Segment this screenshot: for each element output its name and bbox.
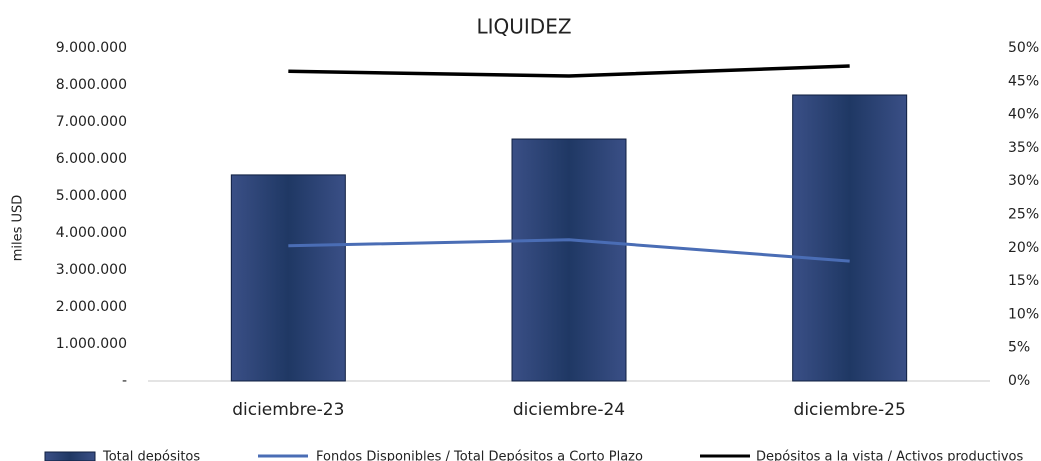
y-tick-label: 7.000.000 bbox=[56, 114, 127, 130]
y-tick-label: 9.000.000 bbox=[56, 40, 127, 56]
y2-tick-label: 25% bbox=[1008, 207, 1039, 223]
y2-tick-label: 5% bbox=[1008, 340, 1030, 356]
y-tick-label: - bbox=[122, 373, 127, 389]
legend-label: Total depósitos bbox=[102, 450, 200, 461]
bar bbox=[511, 138, 627, 382]
y2-tick-label: 15% bbox=[1008, 273, 1039, 289]
y-tick-label: 6.000.000 bbox=[56, 151, 127, 167]
y2-tick-label: 30% bbox=[1008, 173, 1039, 189]
bar bbox=[230, 174, 346, 382]
y2-tick-label: 50% bbox=[1008, 40, 1039, 56]
y2-tick-label: 35% bbox=[1008, 140, 1039, 156]
y-axis-label: miles USD bbox=[11, 195, 26, 262]
y-tick-label: 5.000.000 bbox=[56, 188, 127, 204]
y-tick-label: 1.000.000 bbox=[56, 336, 127, 352]
line-series bbox=[288, 238, 850, 263]
y2-tick-label: 20% bbox=[1008, 240, 1039, 256]
y2-tick-label: 10% bbox=[1008, 306, 1039, 322]
y-tick-label: 2.000.000 bbox=[56, 299, 127, 315]
line-series bbox=[288, 64, 850, 78]
y-tick-label: 8.000.000 bbox=[56, 77, 127, 93]
y2-tick-label: 45% bbox=[1008, 73, 1039, 89]
x-tick-label: diciembre-25 bbox=[794, 400, 906, 420]
legend-swatch bbox=[44, 451, 96, 461]
chart-title: LIQUIDEZ bbox=[476, 15, 571, 39]
y2-tick-label: 40% bbox=[1008, 107, 1039, 123]
y2-tick-label: 0% bbox=[1008, 373, 1030, 389]
legend-label: Fondos Disponibles / Total Depósitos a C… bbox=[316, 450, 643, 461]
x-tick-label: diciembre-24 bbox=[513, 400, 625, 420]
y-tick-label: 4.000.000 bbox=[56, 225, 127, 241]
bar bbox=[792, 94, 908, 382]
legend-label: Depósitos a la vista / Activos productiv… bbox=[756, 450, 1023, 461]
x-tick-label: diciembre-23 bbox=[232, 400, 344, 420]
y-tick-label: 3.000.000 bbox=[56, 262, 127, 278]
